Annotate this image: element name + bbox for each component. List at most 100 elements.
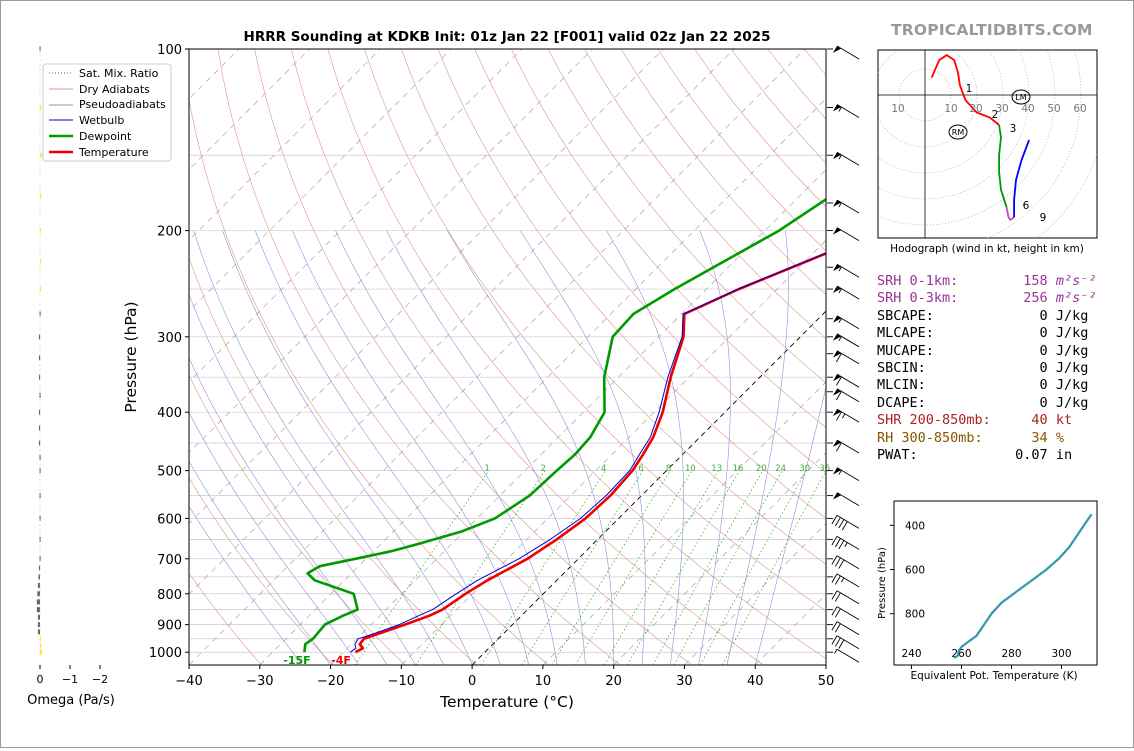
stat-unit: m²s⁻² — [1047, 290, 1097, 307]
stat-row: PWAT: 0.07 in — [877, 447, 1096, 464]
sounding-stats: SRH 0-1km: 158 m²s⁻² SRH 0-3km: 256 m²s⁻²… — [877, 273, 1096, 464]
mixing-ratio-labels: 1 2 4 6 8 10 13 16 20 24 30 36 — [484, 464, 830, 474]
stat-value: 0 — [1007, 325, 1048, 342]
stat-row: MUCAPE: 0 J/kg — [877, 343, 1096, 360]
omega-bar — [37, 614, 40, 620]
y-tick-label: 600 — [157, 512, 182, 527]
storm-motion-marker — [948, 124, 968, 140]
wind-barb — [827, 227, 860, 241]
omega-bar — [40, 643, 42, 649]
wind-barb — [827, 350, 860, 365]
mixing-ratio-label: 16 — [733, 464, 744, 474]
hodograph-trace — [958, 84, 1000, 126]
omega-bar — [39, 556, 41, 562]
stat-label: PWAT: — [877, 447, 1008, 464]
skewt-plot-frame — [188, 48, 827, 666]
x-tick-label: −10 — [388, 674, 415, 689]
wetbulb-profile — [350, 252, 826, 653]
omega-bar — [37, 582, 40, 588]
stat-row: SBCIN: 0 J/kg — [877, 360, 1096, 377]
hodograph-height-label: 6 — [1023, 200, 1030, 212]
hodograph-trace — [998, 124, 1008, 208]
theta-e-x-tick: 280 — [1001, 648, 1021, 660]
wind-barb — [827, 573, 860, 588]
x-tick-label: 0 — [468, 674, 476, 689]
wind-barb — [827, 151, 860, 166]
x-tick-label: −20 — [317, 674, 344, 689]
omega-bar — [40, 152, 43, 158]
wind-barb — [827, 621, 860, 636]
theta-e-y-tick: 800 — [905, 609, 925, 621]
wind-barb — [827, 45, 860, 60]
omega-bar — [38, 565, 41, 571]
mixing-ratio-label: 13 — [711, 464, 722, 474]
mixing-ratio-label: 1 — [484, 464, 489, 474]
hodograph-trace — [1013, 139, 1030, 218]
omega-bar — [38, 425, 41, 431]
y-tick-label: 1000 — [149, 646, 182, 661]
mixing-ratio-label: 20 — [756, 464, 767, 474]
skewt-profiles — [303, 197, 826, 654]
stat-label: MLCIN: — [877, 377, 1008, 394]
wind-barb — [827, 590, 860, 605]
mixing-ratio-label: 2 — [541, 464, 546, 474]
wind-barb — [827, 535, 860, 550]
omega-bar — [38, 374, 41, 380]
omega-bar — [40, 104, 42, 110]
stat-value: 34 — [1007, 429, 1048, 446]
theta-e-y-tick: 400 — [905, 520, 925, 532]
omega-bar — [38, 574, 40, 580]
site-brand: TROPICALTIDBITS.COM — [891, 21, 1093, 39]
stat-label: SRH 0-1km: — [877, 273, 1008, 289]
wind-barb — [827, 373, 860, 388]
theta-e-profile — [953, 513, 1093, 659]
stat-unit: J/kg — [1047, 325, 1089, 342]
x-axis-label: Temperature (°C) — [439, 693, 574, 711]
wind-barb — [827, 467, 860, 482]
stat-row: RH 300-850mb: 34 % — [877, 430, 1096, 447]
omega-panel: 0 −1 −2 — [37, 46, 108, 686]
skewt-background-lines — [189, 49, 826, 665]
dewpoint-profile — [303, 197, 826, 653]
hodograph-panel: 10 10 20 30 40 50 60 1 23 69 LM RM — [877, 49, 1098, 239]
omega-axis-label: Omega (Pa/s) — [27, 693, 115, 708]
hodograph-caption: Hodograph (wind in kt, height in km) — [890, 243, 1084, 255]
y-tick-label: 100 — [157, 43, 182, 58]
stat-value: 0.07 — [1007, 447, 1048, 464]
stat-unit: in — [1047, 447, 1073, 464]
stat-row: SRH 0-1km: 158 m²s⁻² — [877, 273, 1096, 290]
hodograph-ring-label: 10 — [891, 103, 904, 115]
stat-label: MLCAPE: — [877, 325, 1008, 342]
theta-e-y-label: Pressure (hPa) — [877, 547, 888, 619]
stat-unit: % — [1047, 429, 1064, 446]
wind-barb — [827, 104, 860, 118]
temperature-profile — [354, 252, 826, 654]
mixing-ratio-label: 6 — [638, 464, 643, 474]
wind-barb — [827, 263, 860, 278]
chart-title: HRRR Sounding at KDKB Init: 01z Jan 22 [… — [244, 29, 771, 45]
legend-wetbulb: Wetbulb — [79, 114, 124, 127]
omega-bar — [40, 228, 42, 234]
mixing-ratio-label: 8 — [666, 464, 671, 474]
mixing-ratio-label: 10 — [685, 464, 696, 474]
legend-dewpoint: Dewpoint — [79, 130, 132, 143]
wind-barbs — [827, 45, 860, 663]
wind-barb — [827, 635, 860, 650]
y-axis-label: Pressure (hPa) — [122, 301, 140, 412]
omega-bar — [38, 355, 41, 361]
wind-barb — [827, 439, 860, 454]
mixing-ratio-label: 36 — [819, 464, 830, 474]
x-tick-label: 20 — [605, 674, 622, 689]
hodograph-height-label: 9 — [1040, 212, 1047, 224]
stat-label: SBCIN: — [877, 360, 1008, 377]
omega-bar — [39, 515, 41, 521]
stat-row: DCAPE: 0 J/kg — [877, 395, 1096, 412]
y-tick-label: 700 — [157, 553, 182, 568]
x-tick-label: 10 — [535, 674, 552, 689]
legend-pseudoadiabats: Pseudoadiabats — [79, 98, 166, 111]
wind-barb — [827, 606, 860, 621]
stat-label: RH 300-850mb: — [877, 429, 1008, 446]
omega-tick-label: −1 — [62, 673, 78, 686]
